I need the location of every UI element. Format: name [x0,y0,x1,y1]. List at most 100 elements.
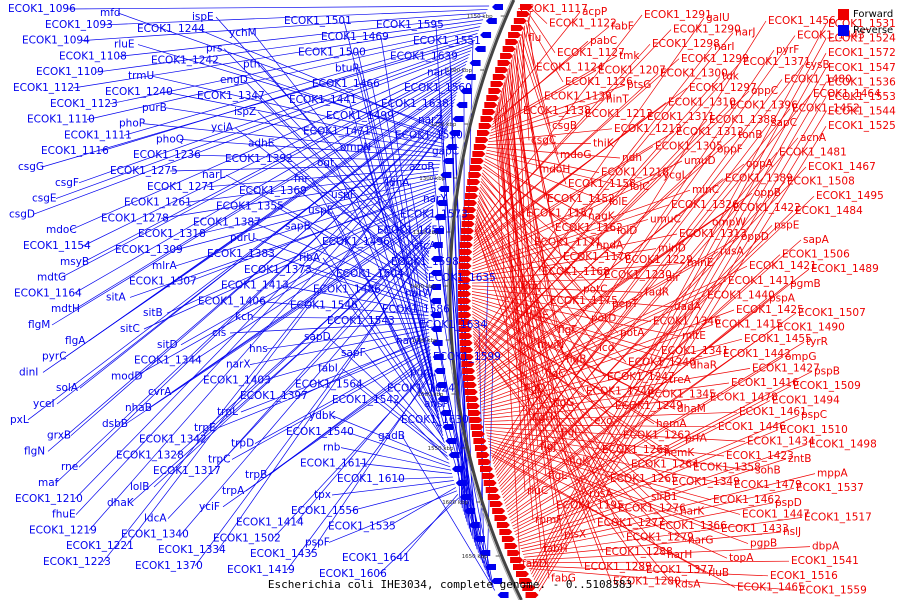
reverse-gene-label: mdoC [46,224,77,236]
reverse-gene-label: ECOK1_1370 [135,560,203,572]
reverse-gene-label: narV [396,335,421,347]
forward-gene-label: ECOK1_1126 [565,76,633,88]
forward-feature [508,32,522,38]
forward-gene-label: ECOK1_1175 [550,295,618,307]
forward-leader-line [472,233,678,275]
forward-gene-label: ECOK1_1506 [782,249,850,261]
reverse-leader-line [196,28,447,134]
forward-leader-line [488,113,584,140]
reverse-feature [452,116,464,122]
reverse-leader-line [194,249,430,567]
forward-gene-label: sohB [755,465,781,477]
forward-gene-label: narK [680,505,705,517]
reverse-leader-line [180,243,430,535]
forward-leader-line [471,305,647,395]
reverse-gene-label: ECOK1_1397 [240,390,308,402]
reverse-gene-label: ECOK1_1634 [419,319,487,331]
forward-gene-label: lolD [617,225,637,237]
reverse-gene-label: ECOK1_1630 [401,414,469,426]
forward-gene-label: ompW [712,216,746,228]
forward-leader-line [520,487,795,550]
reverse-gene-label: ECOK1_1344 [134,355,202,367]
forward-feature [476,452,490,458]
reverse-gene-label: sapF [341,347,366,359]
forward-leader-line [471,288,673,308]
forward-leader-line [527,565,769,577]
forward-gene-label: zntB [788,453,812,465]
reverse-feature [432,354,444,360]
reverse-gene-label: dhaK [107,497,135,509]
forward-feature [460,354,474,360]
reverse-feature [480,32,492,38]
reverse-feature [438,186,450,192]
forward-gene-label: ECOK1_1446 [718,421,786,433]
forward-leader-line [471,294,681,337]
reverse-leader-line [175,225,432,456]
forward-gene-label: sapC [771,117,797,129]
reverse-gene-label: ECOK1_1328 [116,449,184,461]
reverse-gene-label: ychM [229,27,257,39]
forward-gene-label: ECOK1_1207 [598,64,666,76]
forward-leader-line [485,152,629,188]
forward-leader-line [512,371,813,527]
reverse-leader-line [328,490,457,543]
reverse-feature [430,326,442,332]
forward-leader-line [473,87,688,247]
reverse-gene-label: ECOK1_1413 [221,280,289,292]
forward-feature [495,67,509,73]
forward-gene-label: ECOK1_1246 [628,356,696,368]
forward-leader-line [496,108,791,476]
reverse-gene-label: ECOK1_1334 [158,544,226,556]
reverse-leader-line [327,336,446,447]
forward-leader-line [518,39,567,185]
reverse-gene-label: solA [56,382,79,394]
forward-gene-label: ECOK1_1230 [604,269,672,281]
reverse-leader-line [225,174,429,289]
reverse-leader-line [74,71,464,310]
reverse-gene-label: ECOK1_1419 [227,564,295,576]
reverse-gene-label: yciF [199,501,220,513]
reverse-feature [456,102,468,108]
forward-gene-label: mdoH [539,164,570,176]
reverse-gene-label: msyB [60,256,89,268]
forward-gene-label: kdsA [675,578,701,590]
forward-gene-label: ECOK1_1213 [614,123,682,135]
forward-gene-label: tyrR [806,336,828,348]
forward-gene-label: ECOK1_1158 [568,178,636,190]
reverse-leader-line [280,285,429,313]
reverse-leader-line [391,399,449,461]
reverse-gene-label: ECOK1_1586 [382,303,450,315]
forward-gene-label: ECOK1_1305 [655,140,723,152]
reverse-leader-line [272,366,433,539]
forward-gene-label: ECOK1_1456 [768,15,836,27]
reverse-gene-label: gadB [378,430,405,442]
reverse-feature [485,18,497,24]
forward-gene-label: mdoG [560,149,591,161]
forward-leader-line [474,61,742,354]
reverse-gene-label: dsbB [102,418,128,430]
reverse-leader-line [70,98,456,436]
reverse-leader-line [179,139,442,158]
forward-leader-line [477,192,753,380]
forward-leader-line [483,166,624,261]
forward-gene-label: oppC [751,85,778,97]
reverse-gene-label: narW [405,288,433,300]
reverse-gene-label: ribA [299,252,321,264]
forward-leader-line [478,236,740,388]
reverse-gene-label: trpE [194,422,216,434]
reverse-gene-label: ECOK1_1641 [342,552,410,564]
reverse-leader-line [260,64,429,265]
reverse-leader-line [81,12,487,41]
forward-feature [458,319,472,325]
forward-leader-line [504,254,781,504]
reverse-leader-line [253,237,429,303]
reverse-feature [479,550,491,556]
gene-labels: ECOK1_1096 ECOK1_1093 ECOK1_1094 ECOK1_1108… [8,3,896,596]
reverse-feature [440,172,452,178]
reverse-feature [430,256,442,262]
forward-gene-label: ECOK1_1494 [772,395,840,407]
forward-feature [473,438,487,444]
forward-leader-line [505,268,810,507]
forward-leader-line [526,19,564,83]
reverse-gene-label: prs [206,43,222,55]
